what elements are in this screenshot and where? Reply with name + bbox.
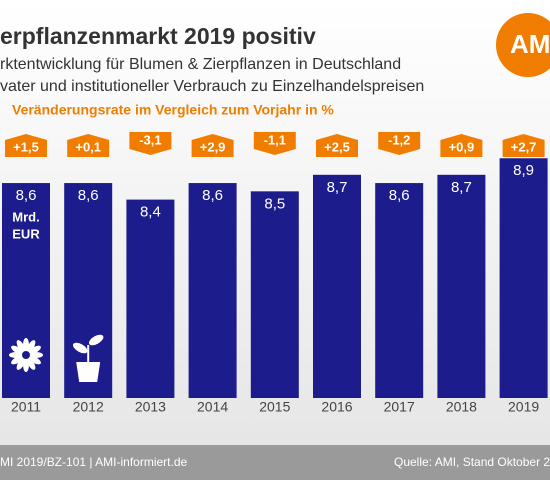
x-tick-label: 2018: [446, 399, 477, 415]
value-label: 8,7: [451, 179, 472, 196]
x-tick-label: 2016: [321, 399, 352, 415]
plant-leaf: [72, 342, 88, 354]
logo-text: AM: [510, 29, 550, 59]
subtitle: rktentwicklung für Blumen & Zierpflanzen…: [0, 56, 401, 73]
value-label: 8,7: [327, 179, 348, 196]
flower-petal: [11, 345, 24, 355]
bar: [313, 174, 361, 398]
change-marker: [440, 134, 483, 157]
change-label: +2,9: [200, 139, 226, 154]
change-label: -3,1: [139, 132, 161, 147]
change-marker: [191, 134, 234, 157]
x-tick-label: 2017: [384, 399, 415, 415]
unit-label: EUR: [12, 226, 40, 241]
flower-petal: [26, 357, 36, 370]
flower-petal: [28, 345, 41, 355]
bar: [437, 174, 486, 398]
x-tick-label: 2013: [135, 399, 166, 415]
unit-label: Mrd.: [12, 209, 39, 224]
flower-petal: [16, 340, 26, 353]
footer-left: MI 2019/BZ-101 | AMI-informiert.de: [0, 455, 188, 469]
change-marker: [502, 134, 545, 157]
x-tick-label: 2011: [11, 399, 41, 415]
change-marker: [253, 132, 296, 155]
plant-pot: [76, 362, 101, 382]
value-label: 8,6: [78, 187, 99, 204]
x-tick-label: 2014: [197, 399, 228, 415]
x-tick-label: 2012: [73, 399, 104, 415]
value-label: 8,4: [140, 204, 161, 221]
footer: [0, 445, 550, 480]
change-marker: [378, 132, 421, 155]
logo: [496, 13, 550, 77]
annotation: Veränderungsrate im Vergleich zum Vorjah…: [12, 102, 334, 118]
bar: [126, 199, 175, 398]
bar: [188, 183, 237, 398]
flower-petal: [28, 355, 41, 365]
value-label: 8,6: [389, 187, 410, 204]
change-label: +0,1: [75, 139, 101, 154]
bar: [499, 158, 548, 398]
change-marker: [129, 132, 172, 155]
bar: [375, 183, 424, 398]
flower-petal: [26, 340, 36, 353]
change-marker: [316, 134, 358, 157]
flower-petal: [11, 355, 24, 365]
value-label: 8,9: [513, 162, 534, 179]
chart-title: erpflanzenmarkt 2019 positiv: [0, 23, 316, 49]
flower-petal: [16, 357, 26, 370]
flower-center: [20, 349, 32, 361]
value-label: 8,5: [264, 195, 285, 212]
value-label: 8,6: [16, 187, 37, 204]
value-label: 8,6: [202, 187, 223, 204]
change-marker: [5, 134, 47, 157]
subtitle: vater und institutioneller Verbrauch zu …: [0, 78, 424, 95]
plant-leaf: [88, 334, 104, 346]
change-label: +0,9: [449, 139, 475, 154]
change-marker: [67, 134, 110, 157]
change-label: +2,7: [511, 139, 537, 154]
change-label: -1,1: [264, 132, 286, 147]
x-tick-label: 2019: [508, 399, 539, 415]
change-label: +2,5: [324, 139, 350, 154]
bar: [250, 191, 299, 398]
x-tick-label: 2015: [259, 399, 290, 415]
change-label: +1,5: [13, 139, 39, 154]
change-label: -1,2: [388, 132, 410, 147]
footer-right: Quelle: AMI, Stand Oktober 2: [394, 455, 550, 469]
